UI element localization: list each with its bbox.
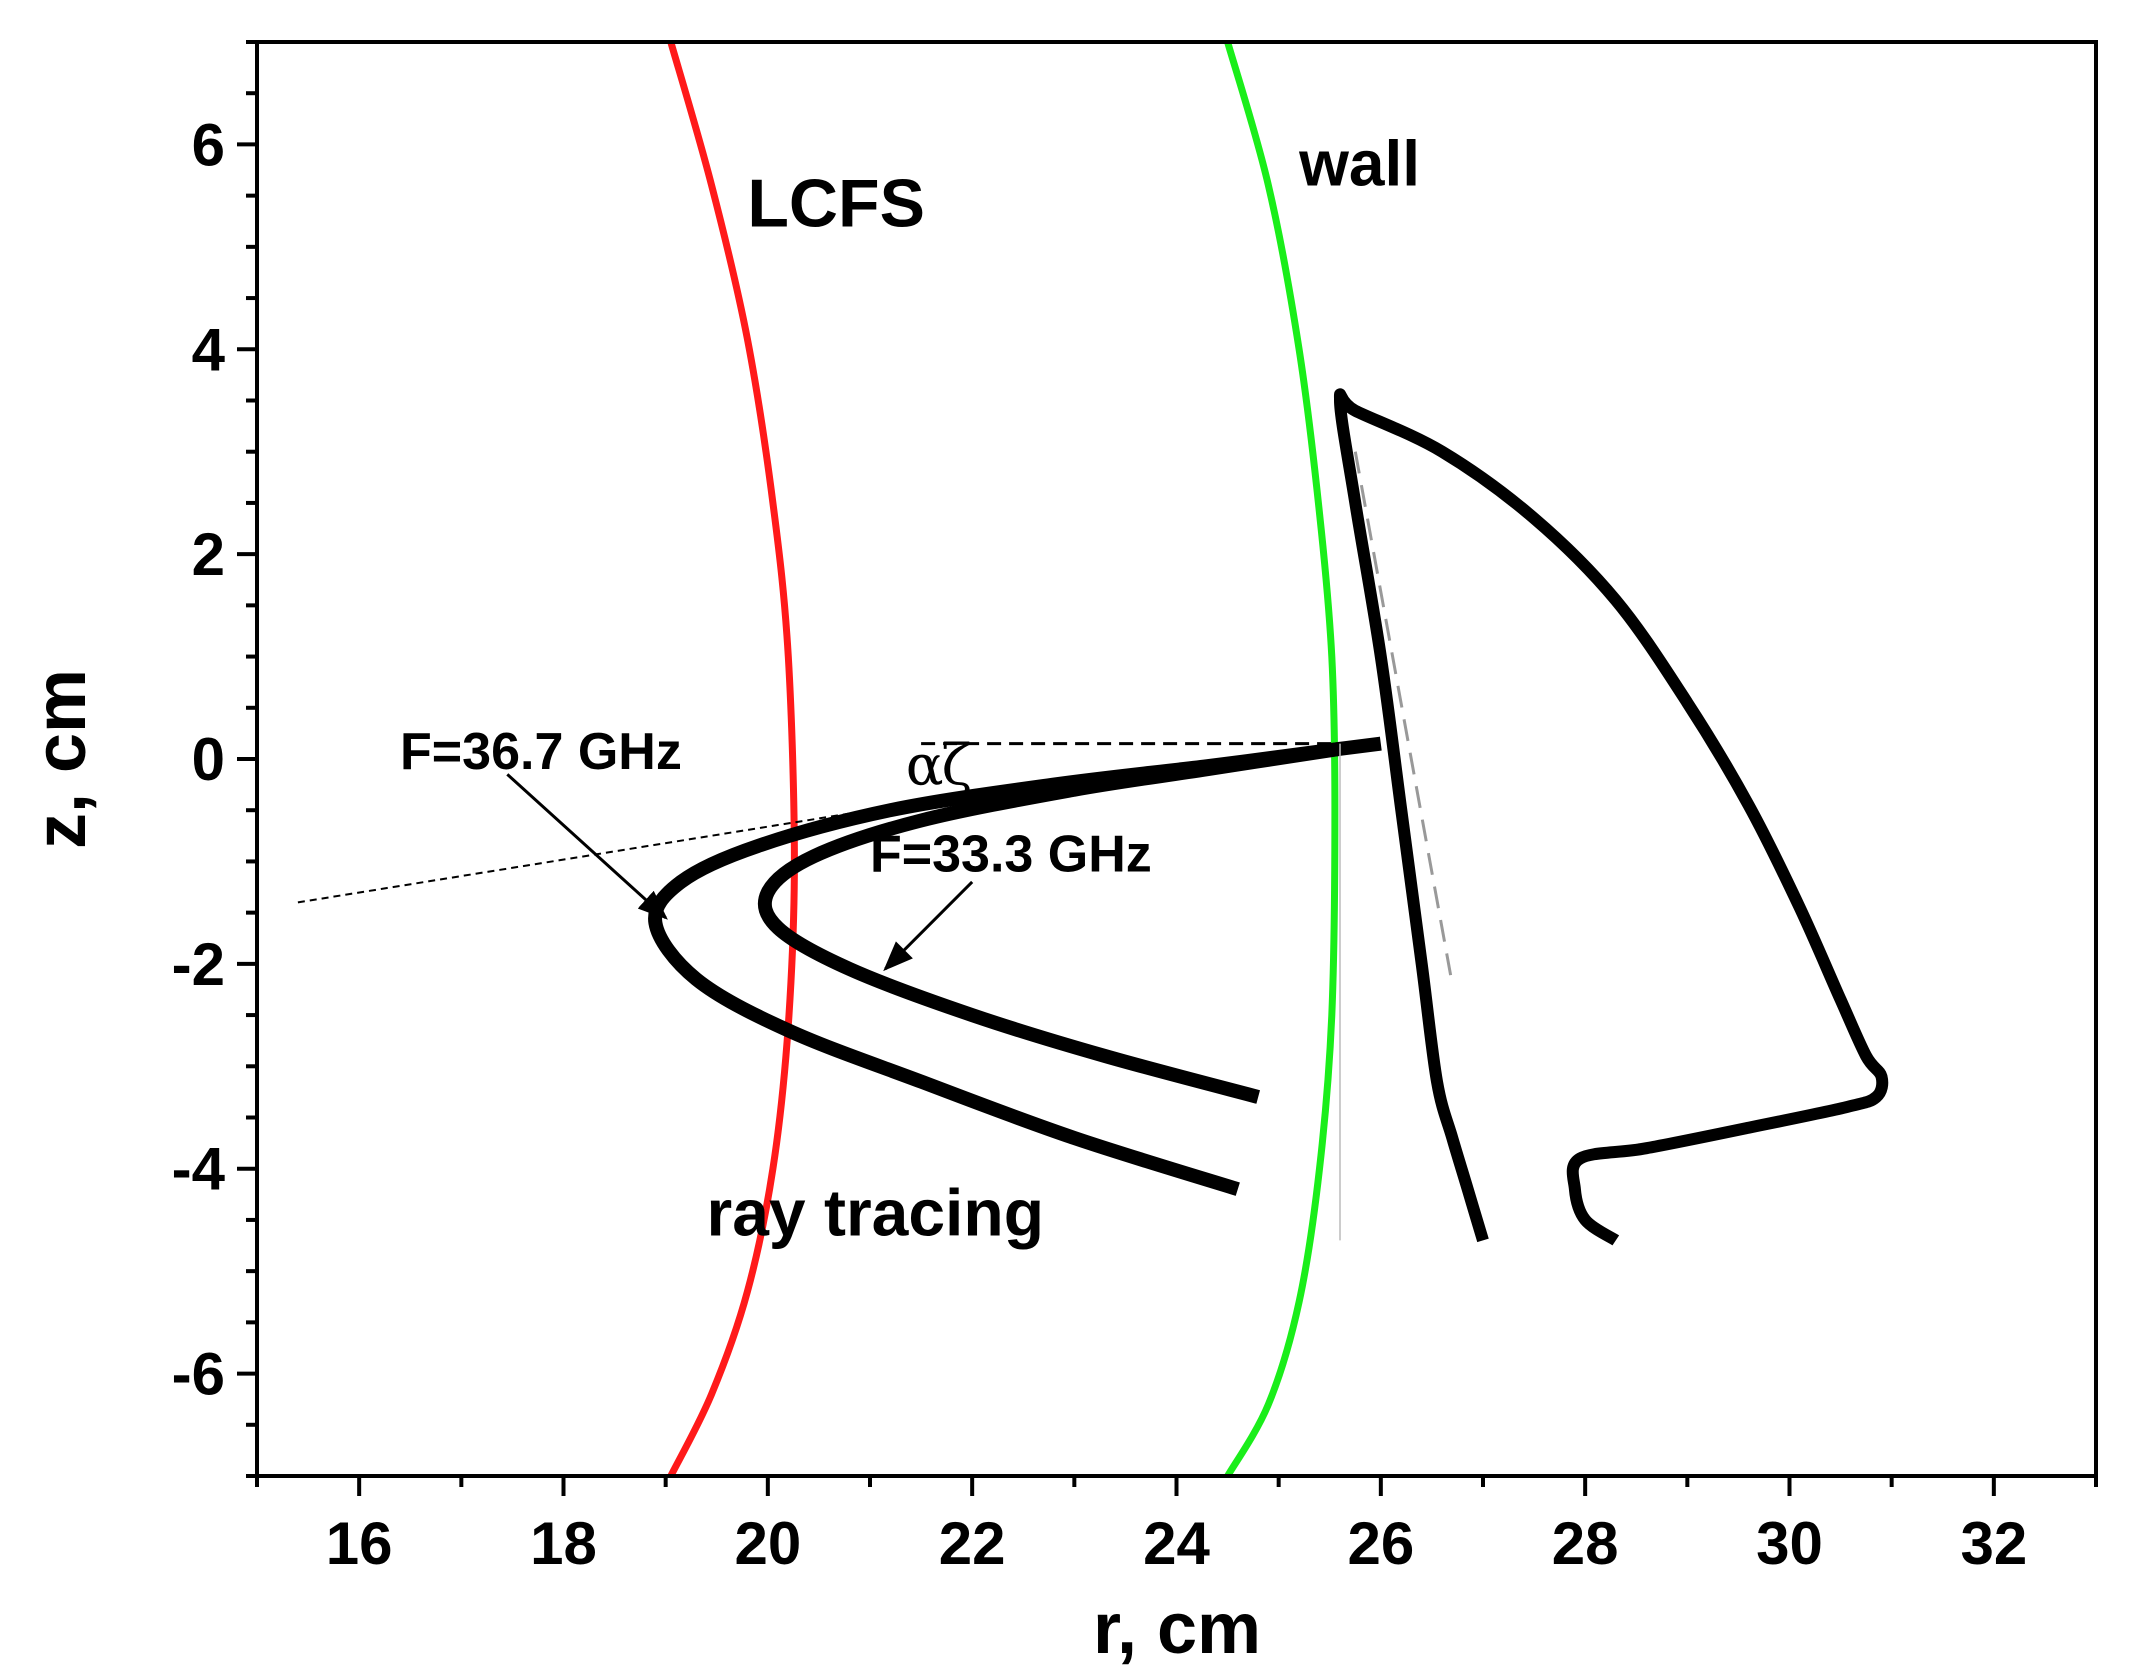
y-tick-label: -2 <box>172 931 225 998</box>
x-tick-label: 32 <box>1960 1510 2027 1577</box>
x-tick-label: 24 <box>1143 1510 1210 1577</box>
annotation-arrow <box>506 773 668 920</box>
x-tick-label: 18 <box>530 1510 597 1577</box>
x-tick-label: 28 <box>1552 1510 1619 1577</box>
annotation-f-36-7-ghz: F=36.7 GHz <box>400 723 682 781</box>
series-antenna-outline <box>1333 388 1889 1246</box>
ref-ray-asymptote <box>297 809 871 904</box>
antenna-inner-dashed <box>1353 451 1454 985</box>
annotation-zeta: ζ <box>942 734 972 799</box>
y-tick-label: 6 <box>192 111 225 178</box>
plot-frame <box>255 40 2098 1478</box>
reference-lines <box>297 742 1341 1241</box>
annotation-arrows <box>506 773 974 972</box>
annotation-arrow <box>883 880 974 972</box>
y-tick-label: 0 <box>192 726 225 793</box>
annotations: LCFS wall F=36.7 GHz F=33.3 GHz ray tracing α… <box>400 127 1420 1249</box>
y-tick-label: -4 <box>172 1136 226 1203</box>
y-tick-label: 2 <box>192 521 225 588</box>
annotation-f-33-3-ghz: F=33.3 GHz <box>870 826 1152 884</box>
y-axis-label: z, cm <box>21 669 101 849</box>
y-tick-label: -6 <box>172 1341 225 1408</box>
x-axis-label: r, cm <box>1093 1589 1261 1669</box>
x-tick-label: 20 <box>734 1510 801 1577</box>
annotation-lcfs: LCFS <box>747 165 925 241</box>
annotation-ray-tracing: ray tracing <box>707 1175 1044 1249</box>
series-layer <box>648 41 1889 1478</box>
series-lcfs <box>667 41 798 1478</box>
x-tick-label: 22 <box>939 1510 1006 1577</box>
series-wall <box>1224 41 1339 1478</box>
annotation-alpha: α <box>906 734 944 799</box>
x-tick-label: 16 <box>326 1510 393 1577</box>
x-tick-label: 30 <box>1756 1510 1823 1577</box>
series-f-36-7-ghz <box>648 736 1382 1196</box>
series-f-33-3-ghz <box>757 741 1342 1104</box>
x-tick-label: 26 <box>1347 1510 1414 1577</box>
annotation-wall: wall <box>1298 127 1420 199</box>
y-tick-label: 4 <box>192 316 226 383</box>
